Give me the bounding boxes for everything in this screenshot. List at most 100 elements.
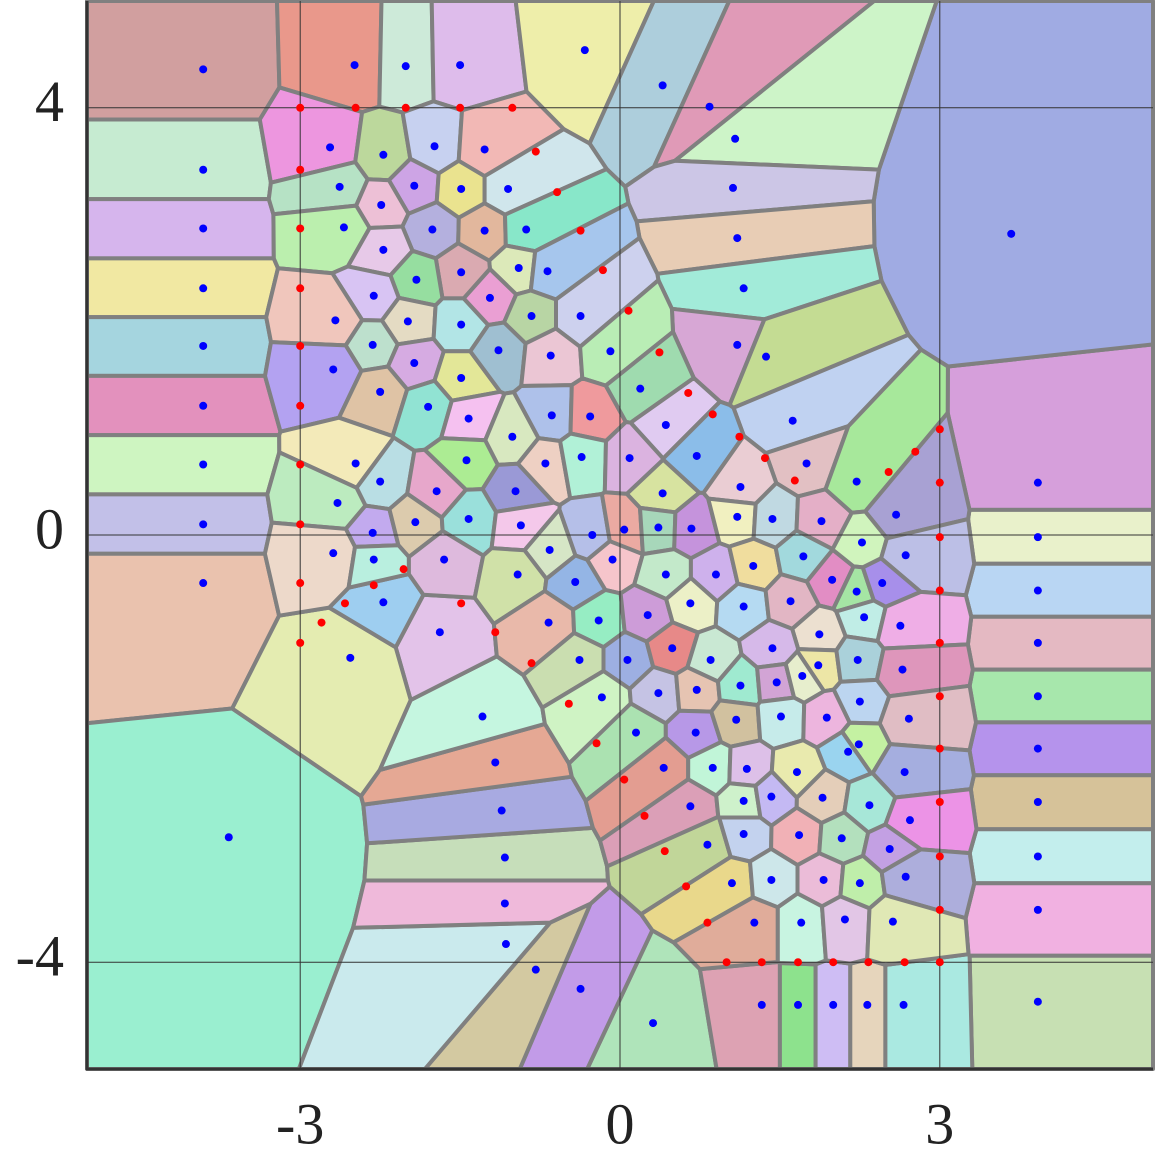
point [296, 165, 305, 174]
point [896, 621, 905, 630]
point [369, 555, 378, 564]
point [885, 844, 894, 853]
voronoi-cell [963, 881, 1155, 958]
point [480, 226, 489, 235]
point [735, 432, 744, 441]
point [860, 613, 869, 622]
point [620, 775, 629, 784]
point [577, 453, 586, 462]
voronoi-cell [85, 373, 283, 438]
point [829, 1000, 838, 1009]
point [935, 478, 944, 487]
point [592, 739, 601, 748]
voronoi-cell [775, 891, 828, 967]
tick-labels: -3 0 3 -4 0 4 [16, 69, 955, 1156]
point [368, 340, 377, 349]
point [686, 599, 695, 608]
point [790, 476, 799, 485]
point [776, 712, 785, 721]
point [511, 487, 520, 496]
voronoi-cell [85, 197, 276, 261]
point [586, 412, 595, 421]
point [508, 103, 517, 112]
point [935, 586, 944, 595]
point [739, 796, 748, 805]
grid [87, 1, 1153, 1069]
point [636, 384, 645, 393]
point [888, 917, 897, 926]
point [329, 365, 338, 374]
point [1033, 478, 1042, 487]
point [654, 689, 663, 698]
point [541, 459, 550, 468]
point [500, 899, 509, 908]
point [819, 875, 828, 884]
point [658, 489, 667, 498]
x-tick-label: -3 [276, 1091, 324, 1156]
point [522, 225, 531, 234]
point [224, 833, 233, 842]
voronoi-cell [965, 614, 1155, 672]
point [742, 764, 751, 773]
voronoi-cell [777, 961, 818, 1071]
point [296, 401, 305, 410]
point [576, 226, 585, 235]
point [401, 62, 410, 71]
point [840, 915, 849, 924]
point [508, 432, 517, 441]
voronoi-cell [883, 952, 975, 1071]
point [884, 467, 893, 476]
point [1033, 798, 1042, 806]
point [480, 145, 489, 154]
point [904, 714, 913, 723]
point [199, 401, 208, 410]
point [440, 555, 449, 564]
point [339, 223, 348, 232]
point [649, 1019, 658, 1028]
point [350, 61, 359, 70]
point [1033, 638, 1042, 647]
point [497, 806, 506, 815]
point [331, 316, 340, 325]
point [527, 659, 536, 668]
point [457, 184, 466, 193]
point [911, 447, 920, 456]
point [935, 692, 944, 701]
x-tick-label: 3 [925, 1091, 954, 1156]
point [1033, 692, 1042, 701]
voronoi-cell [377, 0, 436, 115]
point [1033, 533, 1042, 542]
point [1033, 586, 1042, 595]
point [531, 147, 540, 156]
voronoi-cell [966, 507, 1155, 566]
point [864, 958, 873, 967]
point [898, 665, 907, 674]
point [757, 1000, 766, 1009]
point [905, 816, 914, 825]
voronoi-cell [85, 0, 282, 122]
voronoi-cells [85, 0, 1155, 1071]
point [410, 359, 419, 368]
point [199, 520, 208, 529]
point [296, 638, 305, 647]
voronoi-cell [558, 431, 608, 501]
voronoi-cell [85, 315, 273, 378]
voronoi-cell [85, 117, 273, 202]
point [326, 143, 335, 152]
point [199, 65, 208, 74]
y-tick-label: -4 [16, 924, 64, 989]
point [377, 200, 386, 209]
point [739, 284, 748, 293]
point [935, 852, 944, 861]
point [346, 653, 355, 662]
point [376, 387, 385, 396]
point [623, 655, 632, 664]
point [900, 958, 909, 967]
point [817, 517, 826, 526]
point [580, 46, 589, 55]
voronoi-cell [967, 827, 1155, 886]
point [1033, 997, 1042, 1006]
point [795, 831, 804, 840]
point [802, 459, 811, 468]
point [855, 697, 864, 706]
